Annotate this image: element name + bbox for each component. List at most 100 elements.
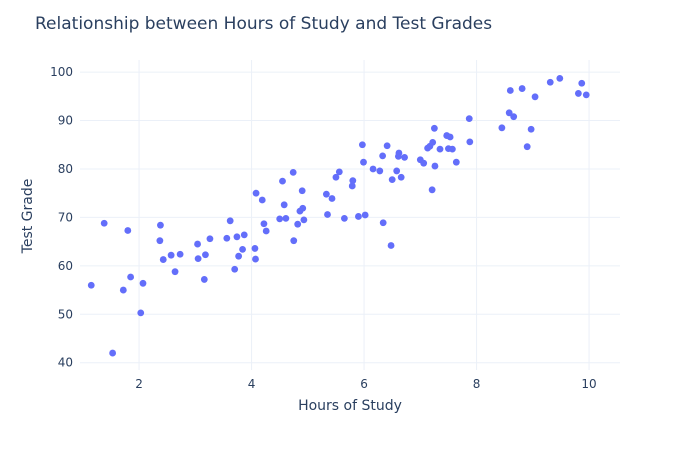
y-axis-title: Test Grade bbox=[20, 179, 36, 255]
data-point bbox=[231, 265, 239, 273]
data-point bbox=[289, 168, 297, 176]
data-point bbox=[139, 279, 147, 287]
data-point bbox=[582, 91, 590, 99]
data-point bbox=[379, 219, 387, 227]
y-tick-label: 100 bbox=[50, 65, 73, 79]
data-point bbox=[510, 113, 518, 121]
data-point bbox=[167, 251, 175, 259]
data-point bbox=[332, 173, 340, 181]
data-point bbox=[361, 211, 369, 219]
data-point bbox=[401, 153, 408, 161]
data-point bbox=[124, 227, 132, 234]
data-point bbox=[235, 252, 243, 260]
x-tick-labels: 2 4 6 8 10 bbox=[135, 377, 596, 391]
data-point bbox=[376, 167, 384, 175]
data-point bbox=[279, 177, 286, 185]
data-point bbox=[523, 143, 531, 151]
y-tick-label: 60 bbox=[58, 259, 73, 273]
data-point bbox=[466, 138, 474, 146]
data-point bbox=[300, 216, 308, 224]
data-point bbox=[87, 281, 95, 289]
data-point bbox=[335, 168, 343, 176]
data-point bbox=[431, 162, 439, 170]
data-point bbox=[276, 215, 284, 223]
x-tick-label: 2 bbox=[135, 377, 143, 391]
data-point bbox=[393, 167, 401, 175]
data-point bbox=[252, 255, 259, 263]
x-tick-label: 8 bbox=[473, 377, 481, 391]
data-point bbox=[428, 186, 436, 194]
data-point bbox=[360, 158, 367, 166]
data-point bbox=[194, 255, 202, 262]
data-point bbox=[202, 251, 209, 259]
data-point bbox=[206, 235, 214, 243]
data-point bbox=[448, 145, 456, 153]
data-point bbox=[109, 349, 117, 357]
data-point bbox=[429, 138, 437, 146]
data-point bbox=[252, 189, 260, 197]
data-point bbox=[556, 75, 564, 82]
data-point bbox=[397, 173, 405, 181]
data-point bbox=[395, 149, 403, 157]
data-point bbox=[574, 90, 582, 97]
data-point bbox=[369, 165, 377, 173]
data-point bbox=[226, 217, 234, 225]
y-tick-label: 40 bbox=[58, 356, 73, 370]
data-point bbox=[358, 141, 366, 149]
data-point bbox=[527, 125, 535, 133]
x-tick-label: 4 bbox=[248, 377, 256, 391]
data-point bbox=[176, 250, 184, 258]
data-point bbox=[194, 240, 201, 248]
data-point bbox=[233, 233, 241, 241]
y-tick-label: 80 bbox=[58, 162, 73, 176]
data-point bbox=[349, 177, 357, 185]
data-point bbox=[518, 85, 526, 92]
data-point bbox=[223, 234, 231, 242]
data-point bbox=[200, 276, 208, 283]
data-point bbox=[420, 159, 428, 167]
data-point bbox=[159, 256, 167, 263]
data-points bbox=[87, 75, 590, 357]
data-point bbox=[430, 124, 438, 132]
data-point bbox=[157, 221, 164, 229]
data-point bbox=[137, 309, 145, 317]
data-point bbox=[127, 273, 135, 281]
data-point bbox=[298, 187, 306, 195]
data-point bbox=[387, 242, 395, 249]
x-tick-label: 6 bbox=[360, 377, 368, 391]
data-point bbox=[290, 237, 298, 245]
data-point bbox=[328, 195, 336, 202]
data-point bbox=[324, 211, 331, 218]
data-point bbox=[465, 115, 473, 123]
y-tick-label: 70 bbox=[58, 210, 73, 224]
data-point bbox=[355, 213, 362, 220]
data-point bbox=[299, 204, 307, 212]
data-point bbox=[294, 220, 302, 228]
data-point bbox=[258, 196, 266, 204]
data-point bbox=[498, 124, 506, 132]
data-point bbox=[446, 133, 454, 141]
data-point bbox=[156, 237, 164, 245]
x-gridlines bbox=[138, 60, 590, 370]
data-point bbox=[505, 109, 513, 117]
data-point bbox=[251, 245, 259, 252]
data-point bbox=[348, 182, 356, 190]
data-point bbox=[239, 245, 246, 253]
data-point bbox=[379, 152, 387, 160]
data-point bbox=[240, 231, 248, 239]
x-tick-label: 10 bbox=[581, 377, 596, 391]
y-gridlines bbox=[80, 71, 620, 364]
y-tick-labels: 40 50 60 70 80 90 100 bbox=[50, 65, 73, 370]
data-point bbox=[100, 219, 108, 227]
data-point bbox=[171, 268, 179, 276]
data-point bbox=[340, 214, 348, 222]
data-point bbox=[260, 220, 268, 228]
data-point bbox=[452, 158, 460, 166]
data-point bbox=[280, 201, 288, 209]
data-point bbox=[322, 190, 330, 198]
data-point bbox=[282, 214, 290, 222]
data-point bbox=[436, 145, 444, 153]
data-point bbox=[262, 227, 270, 235]
data-point bbox=[388, 176, 396, 184]
y-tick-label: 50 bbox=[58, 307, 73, 321]
